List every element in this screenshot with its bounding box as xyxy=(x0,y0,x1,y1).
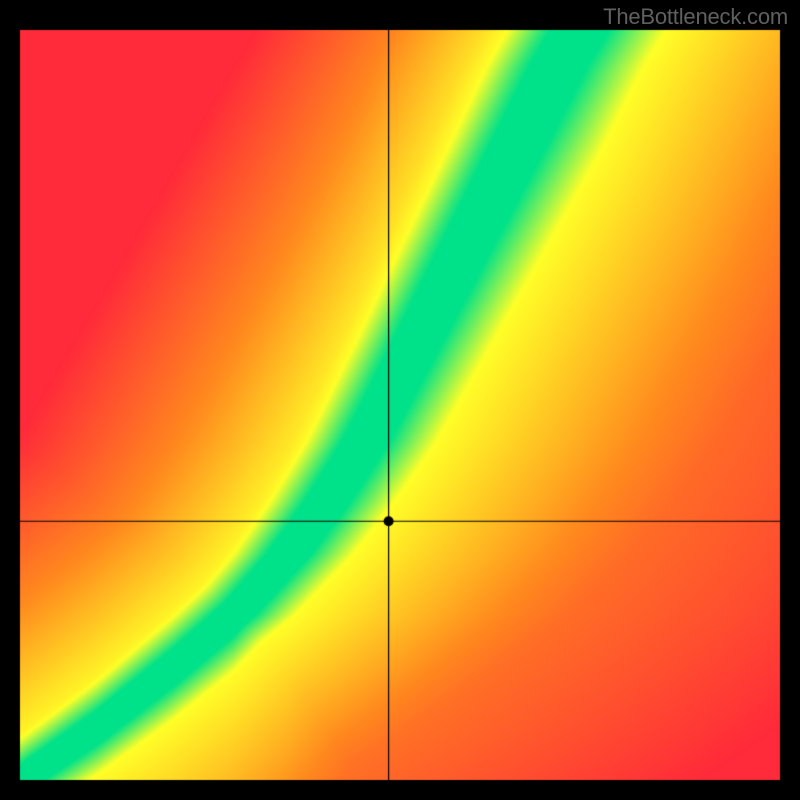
watermark-text: TheBottleneck.com xyxy=(603,4,788,30)
heatmap-canvas xyxy=(0,0,800,800)
chart-container: TheBottleneck.com xyxy=(0,0,800,800)
